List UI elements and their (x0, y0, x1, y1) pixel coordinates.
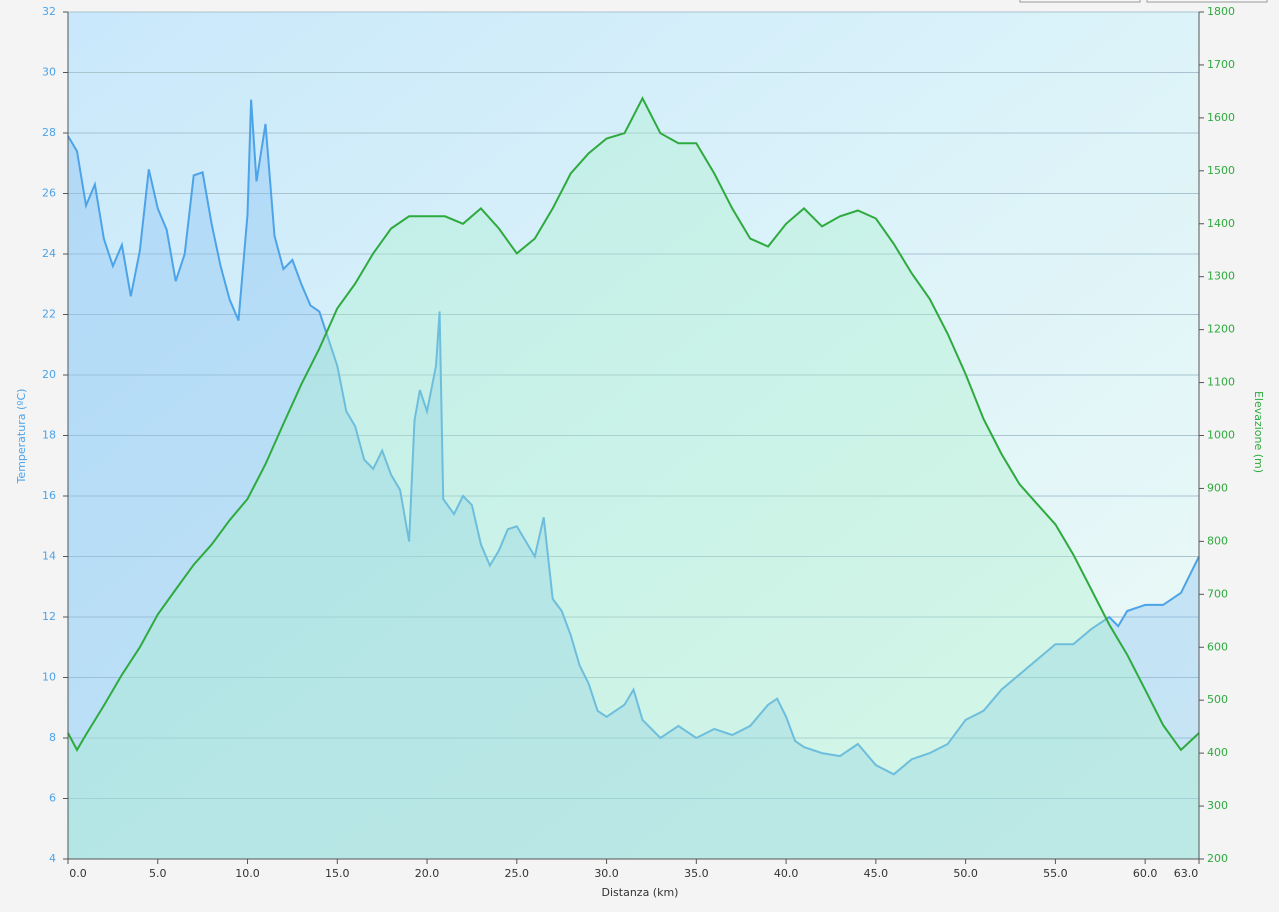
y2-tick-label: 300 (1207, 799, 1228, 812)
y-tick-label: 6 (49, 792, 56, 805)
y2-tick-label: 800 (1207, 534, 1228, 547)
toolbar-button[interactable] (1146, 0, 1268, 3)
area (68, 98, 1199, 860)
x-tick-label: 55.0 (1043, 867, 1068, 880)
y-tick-label: 4 (49, 852, 56, 865)
y-tick-label: 24 (42, 247, 56, 260)
y-tick-label: 12 (42, 610, 56, 623)
x-tick-label: 5.0 (149, 867, 167, 880)
x-tick-label: 10.0 (235, 867, 260, 880)
y2-tick-label: 700 (1207, 587, 1228, 600)
x-tick-label: 15.0 (325, 867, 350, 880)
y2-tick-label: 900 (1207, 481, 1228, 494)
y2-axis-title: Elevazione (m) (1252, 391, 1265, 473)
y2-tick-label: 500 (1207, 693, 1228, 706)
y-tick-label: 20 (42, 368, 56, 381)
y2-tick-label: 1600 (1207, 111, 1235, 124)
y-axis-title: Temperatura (ºC) (15, 389, 28, 485)
y2-tick-label: 1300 (1207, 270, 1235, 283)
y2-tick-label: 1200 (1207, 323, 1235, 336)
x-tick-label: 40.0 (774, 867, 799, 880)
y2-tick-label: 1700 (1207, 58, 1235, 71)
area (68, 99, 1199, 859)
y-tick-label: 32 (42, 5, 56, 18)
y-tick-label: 16 (42, 489, 56, 502)
y-tick-label: 26 (42, 187, 56, 200)
x-tick-label: 50.0 (953, 867, 978, 880)
x-tick-label: 30.0 (594, 867, 619, 880)
y2-tick-label: 1500 (1207, 164, 1235, 177)
y-tick-label: 22 (42, 308, 56, 321)
x-tick-label: 25.0 (505, 867, 530, 880)
y2-tick-label: 400 (1207, 746, 1228, 759)
x-tick-label: 60.0 (1133, 867, 1158, 880)
y2-tick-label: 200 (1207, 852, 1228, 865)
x-tick-label: 35.0 (684, 867, 709, 880)
x-axis-title: Distanza (km) (602, 886, 679, 899)
x-tick-label: 20.0 (415, 867, 440, 880)
line (67, 96, 1200, 752)
line (67, 99, 1200, 776)
y2-tick-label: 1000 (1207, 429, 1235, 442)
toolbar-button[interactable] (1019, 0, 1141, 3)
y-tick-label: 10 (42, 671, 56, 684)
y-tick-label: 28 (42, 126, 56, 139)
y2-tick-label: 1800 (1207, 5, 1235, 18)
x-tick-label: 0.0 (69, 867, 87, 880)
y2-tick-label: 1400 (1207, 217, 1235, 230)
y2-tick-label: 1100 (1207, 376, 1235, 389)
y-tick-label: 14 (42, 550, 56, 563)
x-tick-label: 45.0 (864, 867, 889, 880)
y-tick-label: 8 (49, 731, 56, 744)
y-tick-label: 18 (42, 429, 56, 442)
y-tick-label: 30 (42, 66, 56, 79)
y2-tick-label: 600 (1207, 640, 1228, 653)
x-tick-label: 63.0 (1174, 867, 1199, 880)
